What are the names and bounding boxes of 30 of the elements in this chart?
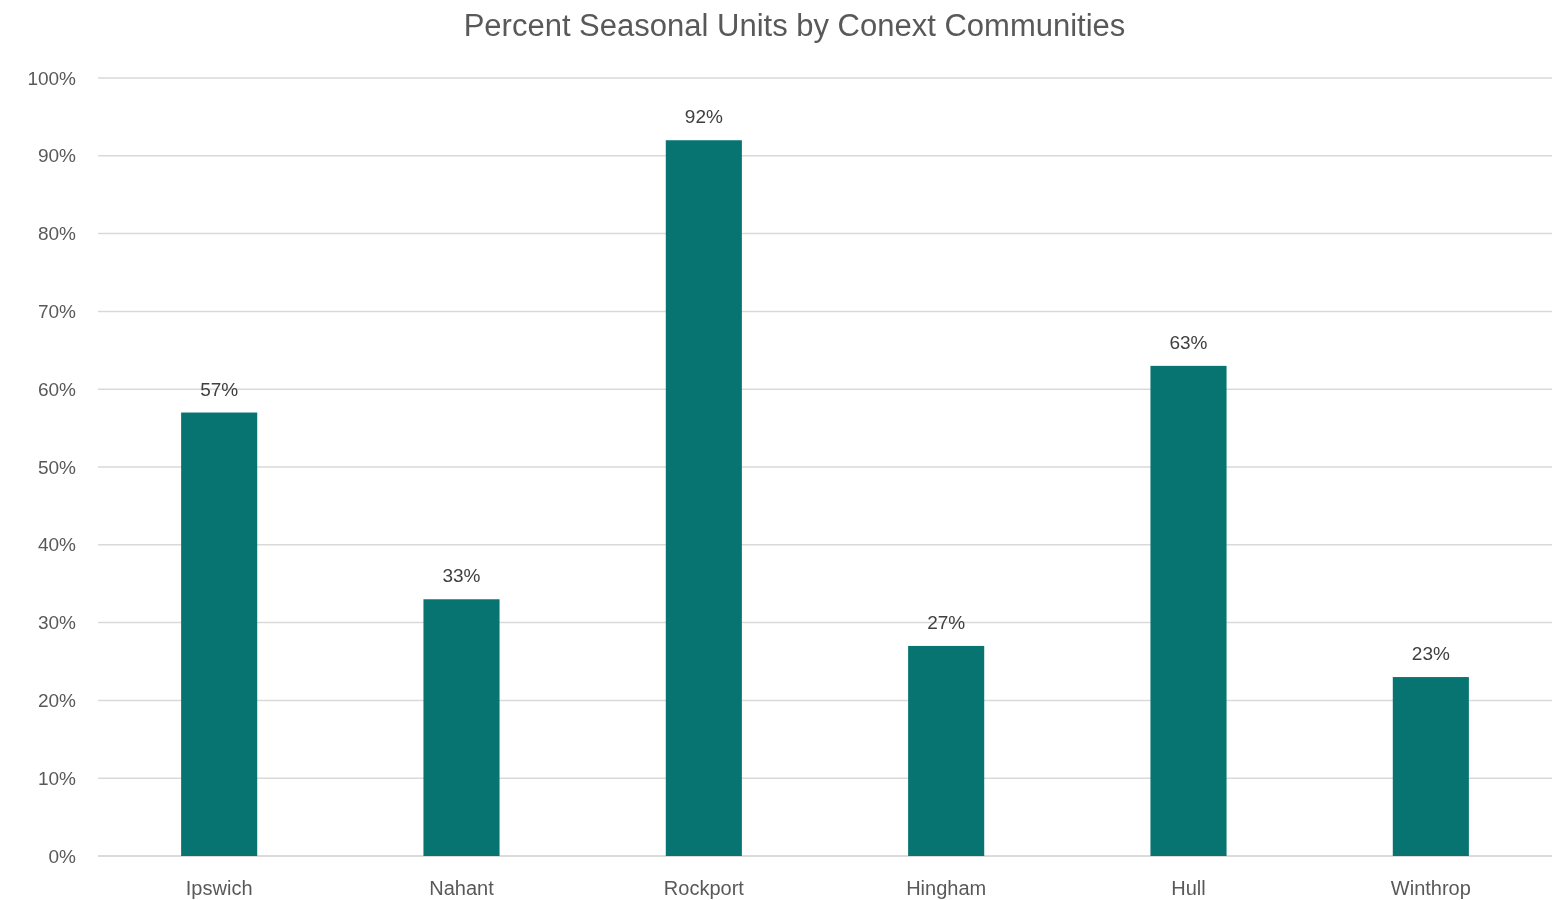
y-tick-label: 100% xyxy=(27,67,77,89)
bar xyxy=(665,140,742,856)
data-label: 63% xyxy=(1169,331,1208,353)
bar xyxy=(423,599,500,856)
y-tick-label: 50% xyxy=(37,456,77,478)
bar xyxy=(908,645,985,856)
chart-title: Percent Seasonal Units by Conext Communities xyxy=(463,8,1126,43)
y-tick-label: 10% xyxy=(37,767,77,789)
bar xyxy=(181,412,258,856)
data-label: 92% xyxy=(684,106,723,128)
x-tick-label: Winthrop xyxy=(1390,877,1471,899)
y-tick-label: 40% xyxy=(37,534,77,556)
y-tick-label: 90% xyxy=(37,145,77,167)
y-tick-label: 70% xyxy=(37,301,77,323)
x-tick-label: Ipswich xyxy=(185,877,253,899)
y-tick-label: 80% xyxy=(37,223,77,245)
data-label: 57% xyxy=(200,378,239,400)
x-tick-label: Hingham xyxy=(906,877,987,899)
x-tick-label: Rockport xyxy=(663,877,745,899)
x-tick-label: Nahant xyxy=(429,877,495,899)
x-tick-label: Hull xyxy=(1171,877,1206,899)
y-tick-label: 20% xyxy=(37,690,77,712)
bar xyxy=(1392,677,1469,856)
y-tick-label: 0% xyxy=(48,845,77,867)
data-label: 23% xyxy=(1411,643,1450,665)
y-tick-label: 60% xyxy=(37,378,77,400)
y-tick-label: 30% xyxy=(37,612,77,634)
data-label: 33% xyxy=(442,565,481,587)
data-label: 27% xyxy=(927,611,966,633)
bar xyxy=(1150,365,1227,856)
